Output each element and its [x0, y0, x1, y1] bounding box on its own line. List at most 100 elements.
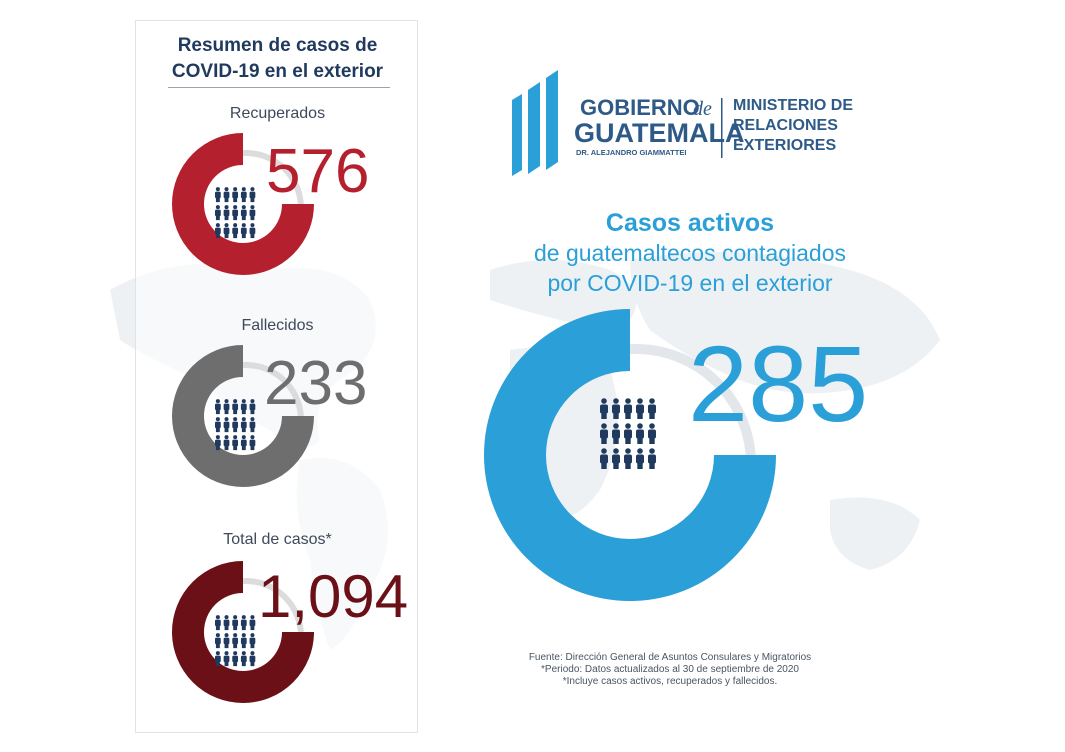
panel-title-line2: COVID-19 en el exterior [171, 61, 384, 82]
person-icon [223, 223, 230, 239]
person-icon [648, 423, 656, 444]
person-icon [249, 633, 256, 649]
deceased-label: Fallecidos [241, 317, 314, 334]
deceased-donut [172, 345, 314, 487]
recovered-value: 576 [266, 137, 370, 206]
people-group-icon [215, 399, 256, 451]
person-icon [215, 435, 221, 451]
person-icon [612, 423, 620, 444]
person-icon [600, 448, 608, 469]
person-icon [648, 398, 656, 419]
total-value: 1,094 [258, 563, 409, 630]
logo-ministry-line3: EXTERIORES [733, 137, 836, 154]
person-icon [240, 205, 247, 221]
headline-line2: de guatemaltecos contagiados [534, 240, 846, 266]
person-icon [223, 399, 230, 415]
person-icon [215, 399, 221, 415]
deceased-value: 233 [264, 349, 368, 418]
logo-president: DR. ALEJANDRO GIAMMATTEI [576, 148, 686, 157]
headline: Casos activos de guatemaltecos contagiad… [470, 208, 910, 298]
person-icon [232, 417, 239, 433]
panel-title: Resumen de casos de COVID-19 en el exter… [136, 33, 419, 85]
logo-divider [721, 98, 723, 158]
person-icon [240, 633, 247, 649]
person-icon [232, 205, 239, 221]
headline-title: Casos activos [605, 209, 775, 237]
person-icon [249, 223, 256, 239]
logo-ministry-line2: RELACIONES [733, 117, 838, 134]
active-ring [484, 309, 776, 601]
person-icon [223, 187, 230, 203]
person-icon [215, 651, 221, 667]
active-value: 285 [688, 323, 869, 444]
summary-panel: Resumen de casos de COVID-19 en el exter… [135, 20, 418, 733]
panel-title-line1: Resumen de casos de [177, 35, 378, 56]
person-icon [249, 205, 256, 221]
logo-guatemala: GUATEMALA [574, 118, 744, 148]
person-icon [223, 633, 230, 649]
government-logo: GOBIERNO de GUATEMALA DR. ALEJANDRO GIAM… [512, 70, 853, 176]
person-icon [223, 417, 230, 433]
logo-de: de [693, 98, 712, 120]
person-icon [240, 435, 247, 451]
person-icon [249, 615, 256, 631]
people-group-icon [600, 398, 656, 469]
headline-line3: por COVID-19 en el exterior [547, 270, 833, 296]
person-icon [215, 615, 221, 631]
source-notes: Fuente: Dirección General de Asuntos Con… [490, 652, 850, 688]
person-icon [624, 423, 632, 444]
person-icon [600, 398, 608, 419]
person-icon [249, 435, 256, 451]
person-icon [612, 448, 620, 469]
source-line2: *Periodo: Datos actualizados al 30 de se… [541, 664, 799, 675]
person-icon [215, 633, 221, 649]
person-icon [636, 448, 644, 469]
person-icon [240, 417, 247, 433]
person-icon [249, 399, 256, 415]
person-icon [232, 435, 239, 451]
source-line1: Fuente: Dirección General de Asuntos Con… [528, 652, 812, 663]
person-icon [215, 187, 221, 203]
active-donut [484, 309, 776, 601]
recovered-ring [172, 133, 314, 275]
person-icon [624, 448, 632, 469]
person-icon [232, 223, 239, 239]
logo-ministry-line1: MINISTERIO DE [733, 97, 853, 114]
total-donut [172, 561, 314, 703]
person-icon [223, 651, 230, 667]
person-icon [240, 187, 247, 203]
person-icon [240, 223, 247, 239]
person-icon [249, 651, 256, 667]
person-icon [232, 651, 239, 667]
person-icon [223, 615, 230, 631]
person-icon [249, 417, 256, 433]
source-line3: *Incluye casos activos, recuperados y fa… [562, 676, 778, 687]
person-icon [223, 435, 230, 451]
person-icon [232, 615, 239, 631]
person-icon [249, 187, 256, 203]
people-group-icon [215, 615, 256, 667]
person-icon [240, 399, 247, 415]
person-icon [240, 615, 247, 631]
logo-stripes-icon [512, 70, 558, 176]
person-icon [600, 423, 608, 444]
title-divider [168, 87, 390, 88]
person-icon [636, 423, 644, 444]
total-label: Total de casos* [223, 531, 332, 548]
person-icon [624, 398, 632, 419]
person-icon [232, 399, 239, 415]
people-group-icon [215, 187, 256, 239]
logo-gobierno: GOBIERNO [580, 95, 700, 120]
total-ring [172, 561, 314, 703]
person-icon [612, 398, 620, 419]
recovered-label: Recuperados [229, 105, 326, 122]
person-icon [232, 633, 239, 649]
person-icon [215, 223, 221, 239]
person-icon [215, 417, 221, 433]
person-icon [215, 205, 221, 221]
person-icon [636, 398, 644, 419]
person-icon [223, 205, 230, 221]
person-icon [232, 187, 239, 203]
deceased-ring [172, 345, 314, 487]
person-icon [240, 651, 247, 667]
